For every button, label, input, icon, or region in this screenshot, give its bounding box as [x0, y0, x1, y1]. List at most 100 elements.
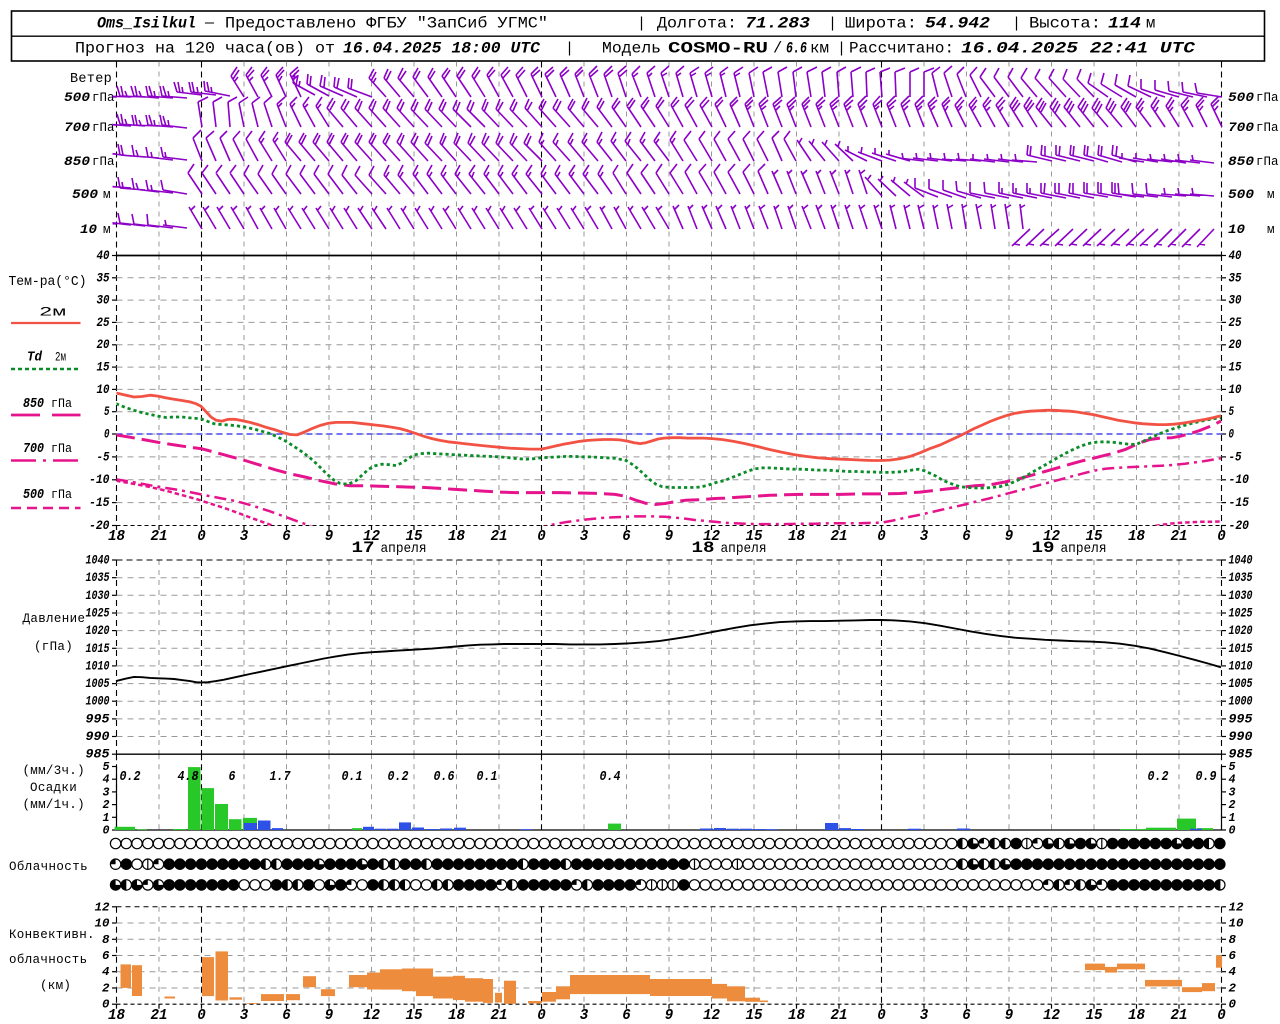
svg-text:6: 6 [1229, 949, 1237, 963]
svg-text:-20: -20 [1229, 518, 1250, 533]
svg-text:-15: -15 [1229, 495, 1250, 510]
svg-text:990: 990 [1229, 730, 1254, 744]
svg-text:21: 21 [831, 1008, 848, 1024]
svg-text:35: 35 [97, 270, 110, 285]
svg-text:500: 500 [1228, 187, 1254, 202]
svg-text:21: 21 [151, 529, 168, 545]
svg-text:985: 985 [1229, 748, 1254, 762]
svg-text:6.6: 6.6 [786, 40, 807, 58]
svg-text:12: 12 [1043, 529, 1060, 545]
svg-text:8: 8 [102, 933, 110, 947]
svg-text:18: 18 [448, 1008, 465, 1024]
svg-text:Предоставлено ФГБУ "ЗапСиб УГМ: Предоставлено ФГБУ "ЗапСиб УГМС" [225, 15, 548, 33]
svg-text:0.2: 0.2 [388, 770, 409, 785]
svg-text:1000: 1000 [1229, 695, 1253, 709]
svg-text:4: 4 [102, 965, 110, 979]
svg-text:3: 3 [240, 1008, 249, 1024]
svg-text:995: 995 [1229, 712, 1254, 726]
svg-text:-5: -5 [1229, 449, 1242, 464]
svg-text:-20: -20 [89, 518, 110, 533]
svg-text:500: 500 [72, 187, 98, 202]
svg-text:0: 0 [877, 1008, 886, 1024]
svg-text:0: 0 [1217, 1008, 1226, 1024]
svg-text:25: 25 [97, 315, 110, 330]
svg-text:15: 15 [1229, 360, 1242, 375]
svg-text:гПа: гПа [1256, 91, 1279, 105]
svg-text:3: 3 [580, 1008, 589, 1024]
svg-text:500: 500 [1228, 90, 1254, 105]
svg-text:2м: 2м [55, 350, 66, 365]
svg-text:4: 4 [1229, 773, 1236, 787]
svg-text:гПа: гПа [1256, 155, 1279, 169]
svg-text:3: 3 [580, 529, 589, 545]
svg-text:2: 2 [103, 798, 110, 812]
svg-text:9: 9 [1005, 1008, 1014, 1024]
svg-text:0: 0 [102, 998, 110, 1012]
svg-text:-5: -5 [97, 449, 110, 464]
svg-text:1: 1 [103, 811, 110, 825]
svg-text:850: 850 [23, 397, 44, 412]
svg-text:6: 6 [229, 770, 236, 785]
svg-text:0: 0 [537, 1008, 546, 1024]
svg-text:8: 8 [1229, 933, 1237, 947]
svg-text:гПа: гПа [51, 396, 72, 411]
svg-text:Тем-ра(°C): Тем-ра(°C) [9, 275, 87, 290]
svg-text:1015: 1015 [86, 642, 110, 656]
svg-text:15: 15 [406, 529, 423, 545]
svg-text:-15: -15 [89, 495, 110, 510]
svg-text:850: 850 [64, 154, 90, 169]
svg-text:1005: 1005 [86, 677, 110, 691]
svg-text:16.04.2025 18:00 UTC: 16.04.2025 18:00 UTC [343, 40, 541, 58]
svg-text:-10: -10 [1229, 472, 1250, 487]
svg-text:гПа: гПа [92, 121, 115, 135]
svg-text:54.942: 54.942 [925, 15, 990, 33]
svg-text:18: 18 [788, 1008, 805, 1024]
svg-text:40: 40 [97, 248, 110, 263]
svg-text:6: 6 [282, 1008, 291, 1024]
svg-text:20: 20 [97, 337, 110, 352]
svg-text:0.9: 0.9 [1196, 770, 1217, 785]
svg-text:700: 700 [64, 120, 90, 135]
svg-text:м: м [103, 188, 111, 202]
svg-text:апреля: апреля [1061, 541, 1107, 557]
svg-text:м: м [1267, 188, 1275, 202]
svg-text:4: 4 [1229, 965, 1237, 979]
svg-text:20: 20 [1229, 337, 1242, 352]
svg-text:12: 12 [703, 529, 720, 545]
svg-text:Осадки: Осадки [30, 781, 77, 795]
svg-text:1035: 1035 [86, 571, 110, 585]
svg-text:0: 0 [877, 529, 886, 545]
svg-text:1040: 1040 [86, 554, 110, 568]
svg-text:5: 5 [1229, 760, 1237, 774]
svg-text:Td: Td [27, 351, 43, 366]
svg-text:(мм/1ч.): (мм/1ч.) [23, 798, 85, 812]
svg-text:30: 30 [1229, 293, 1242, 308]
svg-text:6: 6 [282, 529, 291, 545]
svg-text:12: 12 [95, 900, 110, 914]
svg-text:10: 10 [1228, 222, 1245, 237]
svg-text:(мм/3ч.): (мм/3ч.) [23, 764, 85, 778]
svg-text:5: 5 [103, 760, 111, 774]
svg-text:15: 15 [746, 529, 763, 545]
svg-text:500: 500 [64, 90, 90, 105]
svg-text:1025: 1025 [1229, 607, 1253, 621]
svg-text:COSMO-RU: COSMO-RU [668, 40, 768, 58]
svg-text:гПа: гПа [51, 487, 72, 502]
svg-text:0: 0 [197, 1008, 206, 1024]
svg-text:облачность: облачность [9, 953, 88, 967]
svg-text:16.04.2025 22:41 UTC: 16.04.2025 22:41 UTC [961, 40, 1196, 58]
svg-text:гПа: гПа [1256, 121, 1279, 135]
svg-text:1000: 1000 [86, 695, 110, 709]
svg-text:6: 6 [102, 949, 110, 963]
svg-text:114: 114 [1108, 15, 1141, 33]
svg-text:10: 10 [1229, 917, 1244, 931]
svg-text:км: км [810, 40, 829, 58]
svg-text:21: 21 [491, 1008, 508, 1024]
svg-text:1015: 1015 [1229, 642, 1253, 656]
svg-text:м: м [1146, 15, 1155, 33]
svg-text:0.2: 0.2 [120, 770, 141, 785]
svg-text:18: 18 [448, 529, 465, 545]
svg-text:9: 9 [325, 529, 334, 545]
svg-text:|: | [637, 16, 646, 33]
svg-text:2м: 2м [39, 305, 66, 320]
